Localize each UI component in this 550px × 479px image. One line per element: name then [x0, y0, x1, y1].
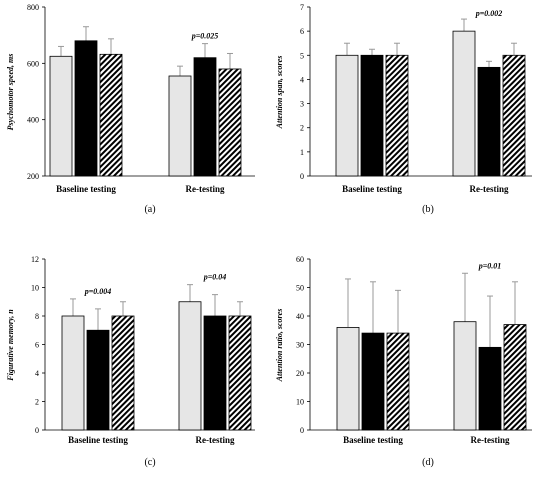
bar [385, 54, 409, 177]
y-tick-label: 6 [300, 27, 304, 36]
bar [452, 30, 476, 177]
category-label: Baseline testing [343, 435, 403, 445]
bar [386, 332, 410, 431]
y-axis-label: Attention ratio, scores [275, 309, 284, 383]
bar [477, 66, 501, 177]
bar [335, 54, 359, 177]
y-tick-label: 3 [300, 100, 304, 109]
p-value-annotation: p=0.002 [475, 9, 503, 18]
y-tick-label: 60 [296, 255, 304, 264]
bar [218, 68, 242, 177]
bar [61, 315, 85, 431]
p-value-annotation: p=0.004 [84, 287, 112, 296]
bar [74, 40, 98, 177]
bar [111, 315, 135, 431]
chart-panel: 0 10 20 30 40 50 60 Attention ratio, scores Base… [275, 255, 532, 468]
y-tick-label: 4 [300, 75, 304, 84]
bar [178, 301, 202, 431]
y-tick-label: 2 [300, 124, 304, 133]
y-tick-label: 8 [35, 312, 39, 321]
p-value-annotation: p=0.04 [203, 273, 227, 282]
y-tick-label: 5 [300, 51, 304, 60]
chart-panel: 0 2 4 6 8 10 12 Figurative memory, n Baseline te… [6, 255, 255, 468]
y-tick-label: 20 [296, 369, 304, 378]
y-tick-label: 0 [300, 426, 304, 435]
y-tick-label: 12 [31, 255, 39, 264]
bar [203, 315, 227, 431]
bar [49, 55, 73, 177]
y-tick-label: 800 [27, 3, 39, 12]
category-label: Re-testing [186, 184, 225, 194]
chart-panel: 0 1 2 3 4 5 6 7 Attention span, scores Baseline t… [275, 3, 532, 215]
y-tick-label: 10 [31, 284, 39, 293]
bar [360, 54, 384, 177]
bar [361, 332, 385, 431]
y-tick-label: 10 [296, 398, 304, 407]
y-tick-label: 30 [296, 341, 304, 350]
category-label: Baseline testing [56, 184, 116, 194]
y-tick-label: 600 [27, 59, 39, 68]
y-tick-label: 6 [35, 341, 39, 350]
category-label: Re-testing [471, 435, 510, 445]
bar [453, 321, 477, 431]
category-label: Re-testing [470, 184, 509, 194]
chart-panel: 200 400 600 800 Psychomotor speed, ms Baselin… [6, 3, 255, 215]
y-axis-label: Attention span, scores [275, 56, 284, 130]
bar [228, 315, 252, 431]
p-value-annotation: p=0.01 [478, 261, 502, 270]
y-tick-label: 0 [35, 426, 39, 435]
category-label: Re-testing [196, 435, 235, 445]
y-tick-label: 40 [296, 312, 304, 321]
bar [503, 324, 527, 431]
y-axis-label: Psychomotor speed, ms [6, 54, 15, 131]
bar [336, 326, 360, 431]
y-tick-label: 200 [27, 172, 39, 181]
bar [99, 53, 123, 177]
bar [193, 57, 217, 177]
panel-label: (d) [422, 457, 434, 468]
panel-label: (c) [144, 457, 155, 468]
category-label: Baseline testing [68, 435, 128, 445]
y-tick-label: 50 [296, 284, 304, 293]
bar [502, 54, 526, 177]
y-axis-label: Figurative memory, n [6, 309, 15, 382]
y-tick-label: 2 [35, 398, 39, 407]
panel-label: (a) [144, 204, 155, 215]
bar [168, 75, 192, 177]
y-tick-label: 7 [300, 3, 304, 12]
category-label: Baseline testing [342, 184, 402, 194]
panel-label: (b) [422, 204, 434, 215]
p-value-annotation: p=0.025 [191, 32, 219, 41]
y-tick-label: 0 [300, 172, 304, 181]
y-tick-label: 400 [27, 116, 39, 125]
y-tick-label: 1 [300, 148, 304, 157]
bar [86, 329, 110, 431]
y-tick-label: 4 [35, 369, 39, 378]
bar [478, 346, 502, 431]
